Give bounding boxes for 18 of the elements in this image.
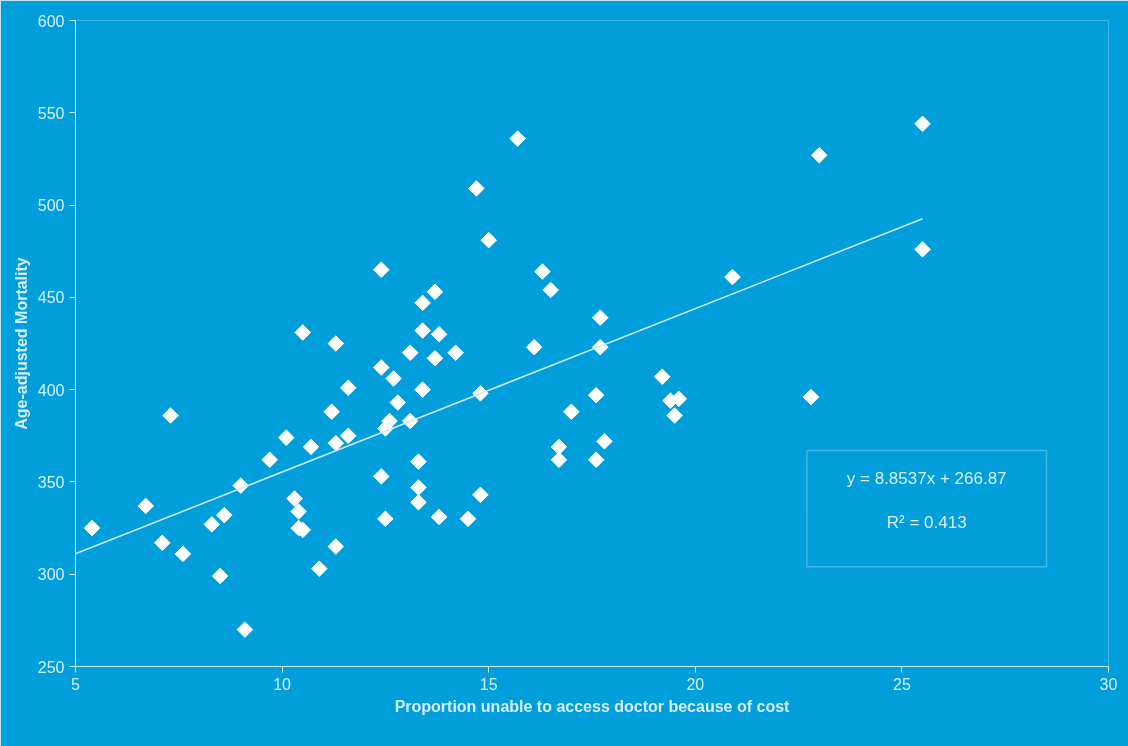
x-tick-label: 15 bbox=[479, 675, 498, 693]
y-tick-label: 450 bbox=[37, 289, 65, 307]
x-axis-title: Proportion unable to access doctor because of cost bbox=[394, 697, 791, 715]
x-tick-label: 10 bbox=[273, 675, 292, 693]
y-tick-label: 350 bbox=[37, 473, 65, 491]
x-tick-label: 5 bbox=[71, 675, 81, 693]
x-tick-label: 20 bbox=[686, 675, 705, 693]
y-tick-label: 250 bbox=[37, 658, 65, 676]
y-tick-label: 550 bbox=[37, 104, 65, 122]
y-axis-title: Age-adjusted Mortality bbox=[12, 257, 30, 430]
y-tick-label: 500 bbox=[37, 197, 65, 215]
x-tick-label: 30 bbox=[1099, 675, 1118, 693]
x-tick-label: 25 bbox=[893, 675, 911, 693]
y-tick-label: 400 bbox=[37, 381, 65, 399]
annotation: R² = 0.413 bbox=[886, 513, 967, 533]
y-tick-label: 300 bbox=[37, 566, 65, 584]
y-tick-label: 600 bbox=[37, 12, 65, 30]
annotation: y = 8.8537x + 266.87 bbox=[846, 468, 1007, 488]
